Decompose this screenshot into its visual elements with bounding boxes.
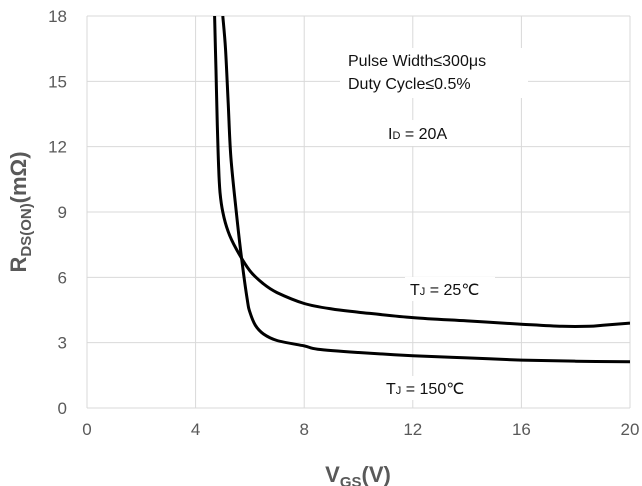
y-tick-label: 18: [48, 7, 67, 26]
tj150-rest: = 150℃: [401, 381, 464, 398]
x-axis-title: VGS(V): [325, 462, 391, 486]
x-title-unit: (V): [362, 462, 391, 486]
series-line-tj-25c: [213, 16, 630, 329]
pulse-width-label: Pulse Width≤300μs: [348, 53, 486, 70]
y-tick-label: 9: [58, 203, 67, 222]
id-note-bg: [386, 120, 482, 146]
tj25-sub: J: [420, 286, 426, 298]
y-title-unit: (mΩ): [6, 151, 31, 203]
y-tick-label: 6: [58, 268, 67, 287]
tj150-sub: J: [396, 385, 402, 397]
y-title-sub: DS(ON): [18, 203, 35, 256]
series-line-tj-150c: [221, 16, 630, 364]
tj150-note-bg: [382, 376, 482, 400]
x-tick-label: 4: [191, 420, 200, 439]
x-title-main: V: [325, 462, 340, 486]
y-tick-label: 0: [58, 399, 67, 418]
x-tick-label: 16: [512, 420, 531, 439]
series-lines: [213, 16, 630, 364]
x-title-sub: GS: [340, 474, 362, 486]
duty-cycle-label: Duty Cycle≤0.5%: [348, 76, 471, 93]
pulse-note-bg: [340, 48, 528, 98]
tj150-label: TJ = 150℃: [386, 381, 464, 398]
tj25-label: TJ = 25℃: [410, 282, 479, 299]
tj25-note-bg: [405, 277, 495, 301]
x-tick-label: 20: [621, 420, 640, 439]
drain-current-label: ID = 20A: [388, 126, 447, 143]
y-tick-label: 15: [48, 72, 67, 91]
y-axis-title: RDS(ON)(mΩ): [6, 151, 35, 272]
x-tick-label: 8: [299, 420, 308, 439]
y-title-main: R: [6, 257, 31, 273]
id-rest: = 20A: [400, 126, 447, 143]
id-sub: D: [392, 130, 400, 142]
tj25-main: T: [410, 282, 420, 299]
x-tick-label: 12: [403, 420, 422, 439]
grid-lines: [86, 15, 631, 409]
tj25-rest: = 25℃: [425, 282, 479, 299]
x-tick-label: 0: [82, 420, 91, 439]
tj150-main: T: [386, 381, 396, 398]
tick-labels: 0 4 8 12 16 20 0 3 6 9 12 15 18: [48, 7, 639, 439]
y-tick-label: 3: [58, 334, 67, 353]
y-tick-label: 12: [48, 138, 67, 157]
id-main: I: [388, 126, 392, 143]
